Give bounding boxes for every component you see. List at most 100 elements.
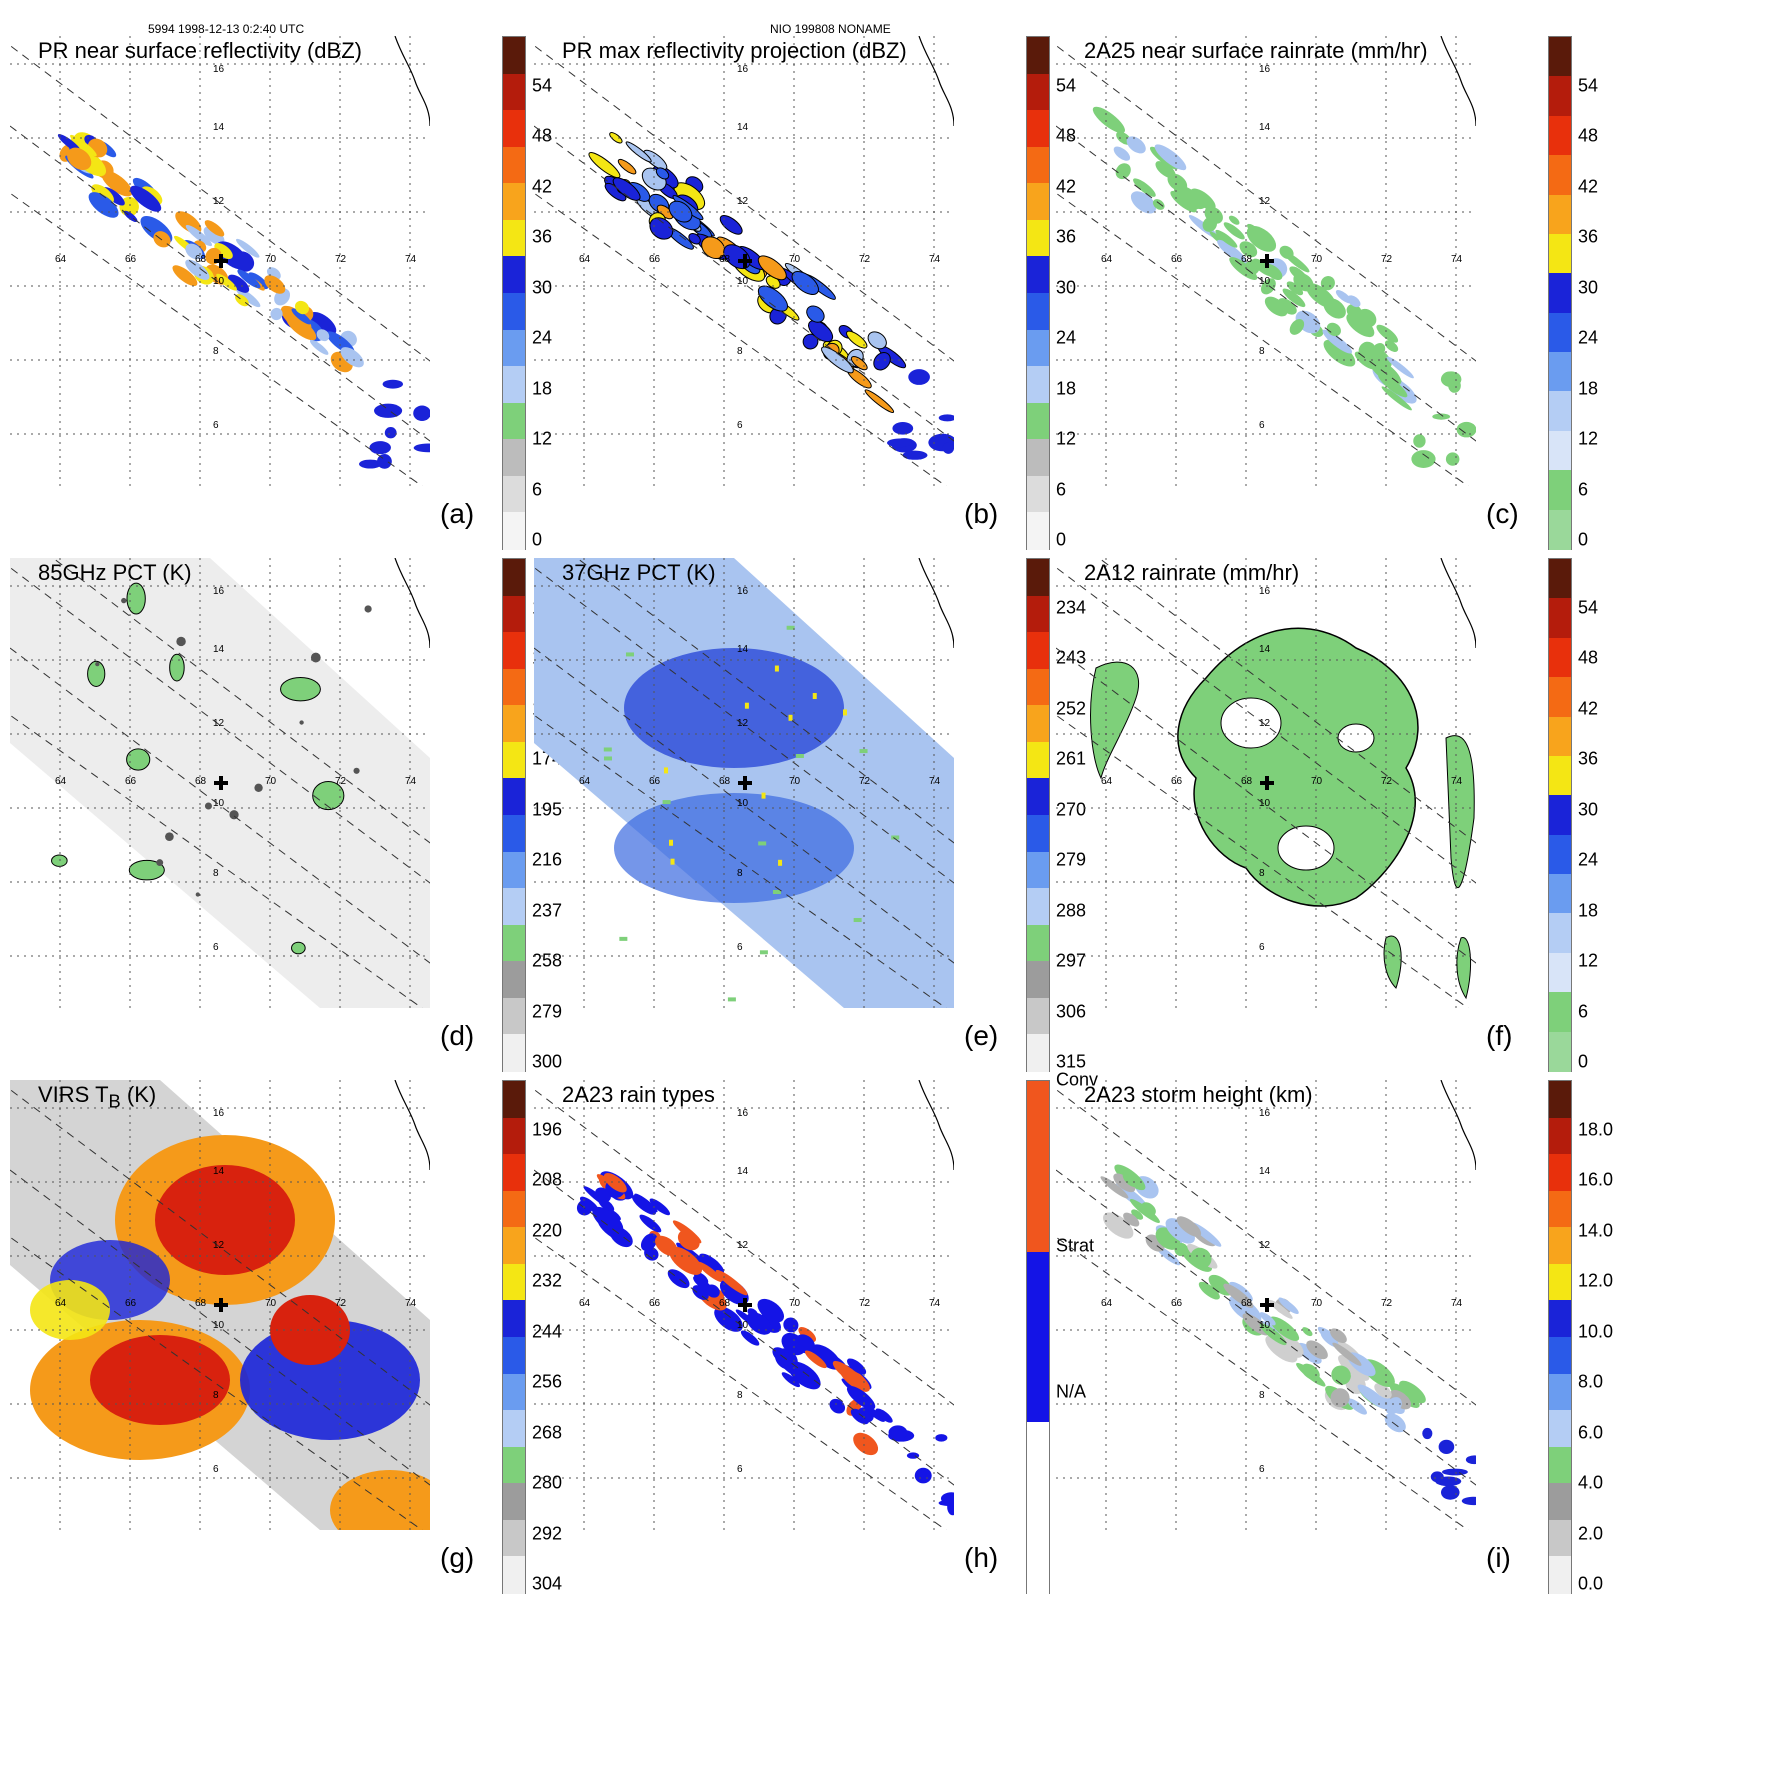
lon-label: 70 [265,254,277,265]
panel-label: (i) [1486,1542,1511,1573]
lat-label: 16 [213,1108,225,1119]
colorbar-ticks: 18.0 16.0 14.0 12.0 10.0 8.0 6.0 4.0 2.0 0.0 [1578,1080,1638,1600]
panel-label: (h) [964,1542,999,1573]
lat-label: 14 [737,644,749,655]
colorbar-tick: 42 [1056,176,1077,197]
colorbar-segment [503,475,525,514]
colorbar-segment [1027,146,1049,185]
panel-title: 2A23 storm height (km) [1084,1082,1313,1108]
lat-label: 14 [1259,1166,1271,1177]
lat-label: 14 [213,644,225,655]
colorbar-segment [503,924,525,963]
colorbar-segment [1549,312,1571,354]
lat-label: 8 [737,346,743,357]
lon-label: 74 [405,254,417,265]
lon-label: 70 [265,1298,277,1309]
lat-label: 10 [737,276,749,287]
colorbar [1548,558,1572,1073]
lon-label: 70 [1311,254,1323,265]
colorbar-segment [1027,110,1049,148]
map-f: 64 66 68 70 72 74 16 14 12 10 8 6 [1056,558,1476,1008]
lon-label: 66 [649,1298,661,1309]
panel-a: 64 66 68 70 72 74 16 14 12 10 8 6 PR near surface re… [10,36,578,576]
storm-center-icon [738,1298,752,1312]
colorbar-tick: 12 [1578,950,1599,971]
colorbar-tick: 48 [532,125,553,146]
colorbar-segment [1027,1422,1049,1509]
colorbar-segment [1549,1373,1571,1412]
lon-label: 68 [195,776,207,787]
colorbar-tick: 232 [532,1270,563,1291]
colorbar-tick: 0 [1578,529,1589,550]
lat-label: 6 [213,1464,219,1475]
colorbar-segment [503,668,525,707]
colorbar-tick: 6 [1578,1001,1589,1022]
colorbar-tick: 261 [1056,748,1087,769]
lat-label: 8 [213,868,219,879]
convective-cell [126,748,151,771]
colorbar-tick: 24 [1578,327,1599,348]
colorbar-segment [1027,961,1049,999]
lon-label: 64 [1101,776,1113,787]
lat-label: 16 [213,586,225,597]
map-c: 64 66 68 70 72 74 16 14 12 10 8 6 [1056,36,1476,486]
panel-title-subscript: B [108,1090,121,1112]
panel-title-text: 2A23 rain types [562,1082,715,1107]
colorbar-tick: 54 [1056,75,1077,96]
colorbar-segment [503,146,525,185]
colorbar-tick: 0 [532,529,543,550]
lat-label: 14 [737,1166,749,1177]
colorbar [1548,1080,1572,1595]
colorbar-tick: 216 [532,849,563,870]
lon-label: 66 [125,1298,137,1309]
lat-label: 8 [213,346,219,357]
lat-label: 12 [737,718,749,729]
lon-label: 64 [579,254,591,265]
map-b: 64 66 68 70 72 74 16 14 12 10 8 6 [534,36,954,486]
colorbar-tick: 2.0 [1578,1523,1604,1544]
lat-label: 16 [737,1108,749,1119]
colorbar-tick: 36 [1578,226,1599,247]
colorbar-tick: 18 [1578,900,1599,921]
colorbar-segment [503,402,525,441]
colorbar-segment [1549,115,1571,157]
colorbar-segment [1027,512,1049,551]
lat-label: 12 [737,1240,749,1251]
colorbar-tick: 258 [532,950,563,971]
panel-label: (c) [1486,498,1519,529]
colorbar-tick: 0 [1056,529,1067,550]
colorbar-segment [1027,329,1049,368]
lat-label: 10 [737,798,749,809]
colorbar-tick: 234 [1056,597,1087,618]
colorbar-tick: 304 [532,1573,563,1594]
colorbar-tick: 30 [1578,799,1599,820]
lon-label: 66 [649,776,661,787]
map-h: 64 66 68 70 72 74 16 14 12 10 8 6 [534,1080,954,1530]
lat-label: 6 [1259,1464,1265,1475]
colorbar-tick: 279 [532,1001,563,1022]
convective-cell [87,660,106,687]
colorbar-tick: 6 [1056,479,1067,500]
map-g: 64 66 68 70 72 74 16 14 12 10 8 6 [10,1080,430,1530]
lon-label: 74 [929,1298,941,1309]
colorbar-tick: 220 [532,1220,563,1241]
colorbar-segment [1549,913,1571,954]
colorbar-segment [503,183,525,221]
panel-label: (g) [440,1542,475,1573]
colorbar-tick: 36 [532,226,553,247]
colorbar-segment [1549,509,1571,551]
colorbar-segment [1549,1263,1571,1302]
lat-label: 10 [213,1320,225,1331]
colorbar-segment [1549,1117,1571,1156]
colorbar-segment [1549,952,1571,994]
colorbar-ticks: 54 48 42 36 30 24 18 12 6 0 [1578,36,1638,556]
colorbar-tick: 30 [1578,277,1599,298]
colorbar-segment [1549,194,1571,235]
colorbar-segment [1549,470,1571,511]
lon-label: 66 [1171,776,1183,787]
colorbar-segment [1027,668,1049,707]
lon-label: 68 [1241,1298,1253,1309]
panel-title-unit: (K) [120,1082,157,1107]
orbit-timestamp: 5994 1998-12-13 0:2:40 UTC [148,22,305,36]
